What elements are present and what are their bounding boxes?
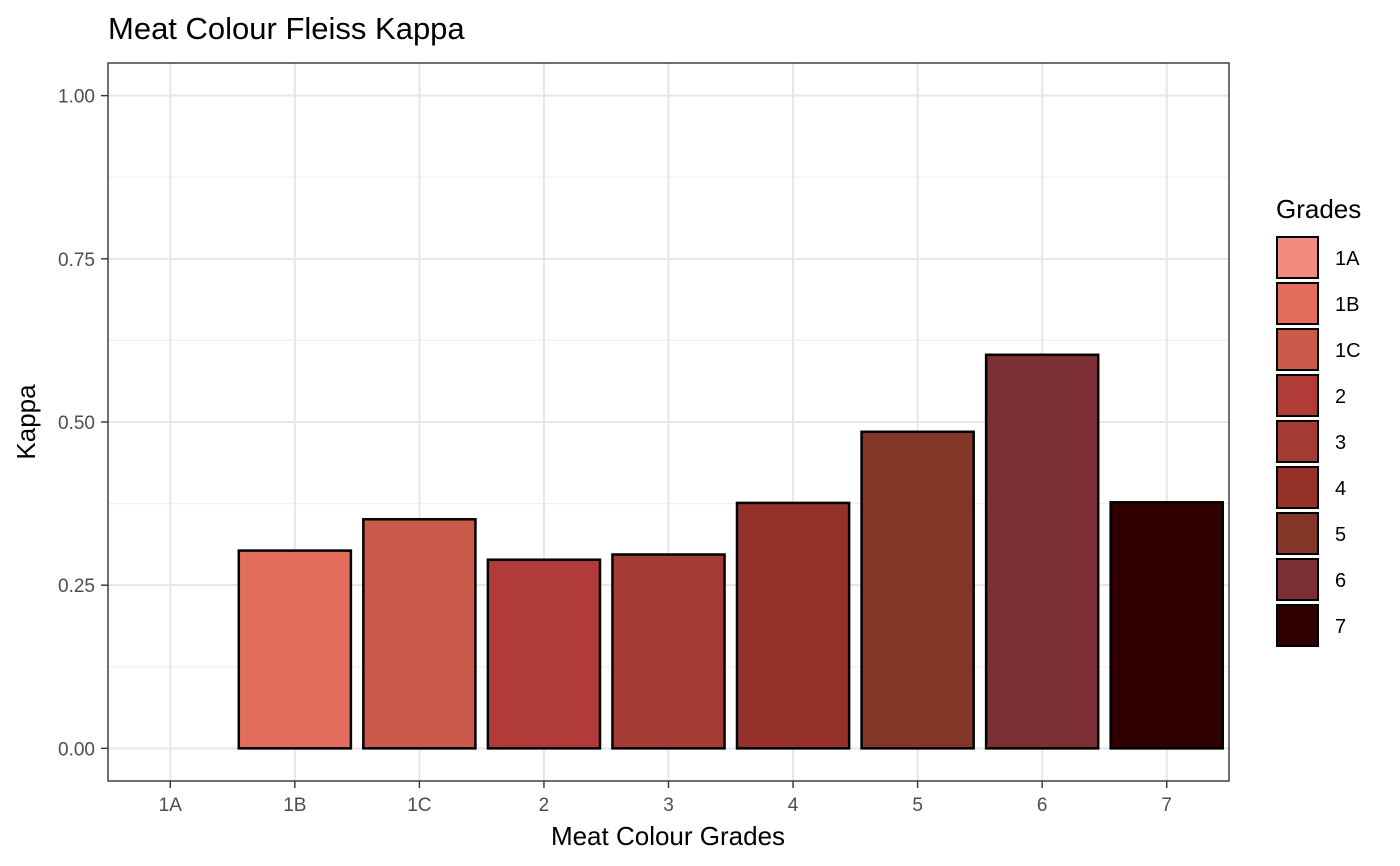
legend-label: 3	[1335, 432, 1346, 454]
y-tick-label: 0.25	[58, 576, 95, 597]
x-tick-label: 1B	[283, 795, 306, 816]
bar-3	[611, 553, 726, 750]
legend-key-1C	[1276, 328, 1319, 371]
legend-label: 5	[1335, 524, 1346, 546]
legend-key-6	[1276, 558, 1319, 601]
bar-6	[984, 353, 1100, 750]
legend-label: 1B	[1335, 294, 1359, 316]
y-axis-title: Kappa	[11, 384, 41, 460]
x-tick-label: 1A	[159, 795, 183, 816]
legend-label: 1C	[1335, 340, 1361, 362]
bar-5	[860, 430, 975, 750]
bar-4	[735, 501, 851, 750]
x-tick-label: 5	[912, 795, 923, 816]
legend-title: Grades	[1276, 194, 1361, 224]
x-tick-label: 2	[539, 795, 550, 816]
y-tick-label: 0.75	[58, 250, 95, 271]
legend-key-1B	[1276, 282, 1319, 325]
bar-1B	[237, 549, 353, 750]
y-tick-label: 0.50	[58, 413, 95, 434]
legend: 1A 1B 1C 2 3 4 5 6 7	[1276, 236, 1361, 647]
legend-label: 1A	[1335, 248, 1360, 270]
x-tick-label: 6	[1037, 795, 1048, 816]
legend-label: 2	[1335, 386, 1346, 408]
legend-key-4	[1276, 466, 1319, 509]
x-tick-label: 1C	[407, 795, 431, 816]
chart-title: Meat Colour Fleiss Kappa	[108, 11, 465, 46]
y-tick-label: 0.00	[58, 739, 95, 760]
y-tick-label: 1.00	[58, 87, 95, 108]
legend-key-7	[1276, 604, 1319, 647]
bar-1C	[362, 518, 477, 750]
legend-key-2	[1276, 374, 1319, 417]
legend-key-3	[1276, 420, 1319, 463]
bar-7	[1109, 501, 1225, 750]
x-tick-label: 3	[663, 795, 674, 816]
legend-key-5	[1276, 512, 1319, 555]
bars	[237, 353, 1225, 750]
legend-key-1A	[1276, 236, 1319, 279]
bar-2	[486, 558, 602, 750]
legend-label: 4	[1335, 478, 1346, 500]
x-tick-label: 7	[1161, 795, 1172, 816]
x-axis-title: Meat Colour Grades	[551, 821, 785, 851]
x-tick-label: 4	[788, 795, 799, 816]
legend-label: 6	[1335, 570, 1346, 592]
legend-label: 7	[1335, 616, 1346, 638]
